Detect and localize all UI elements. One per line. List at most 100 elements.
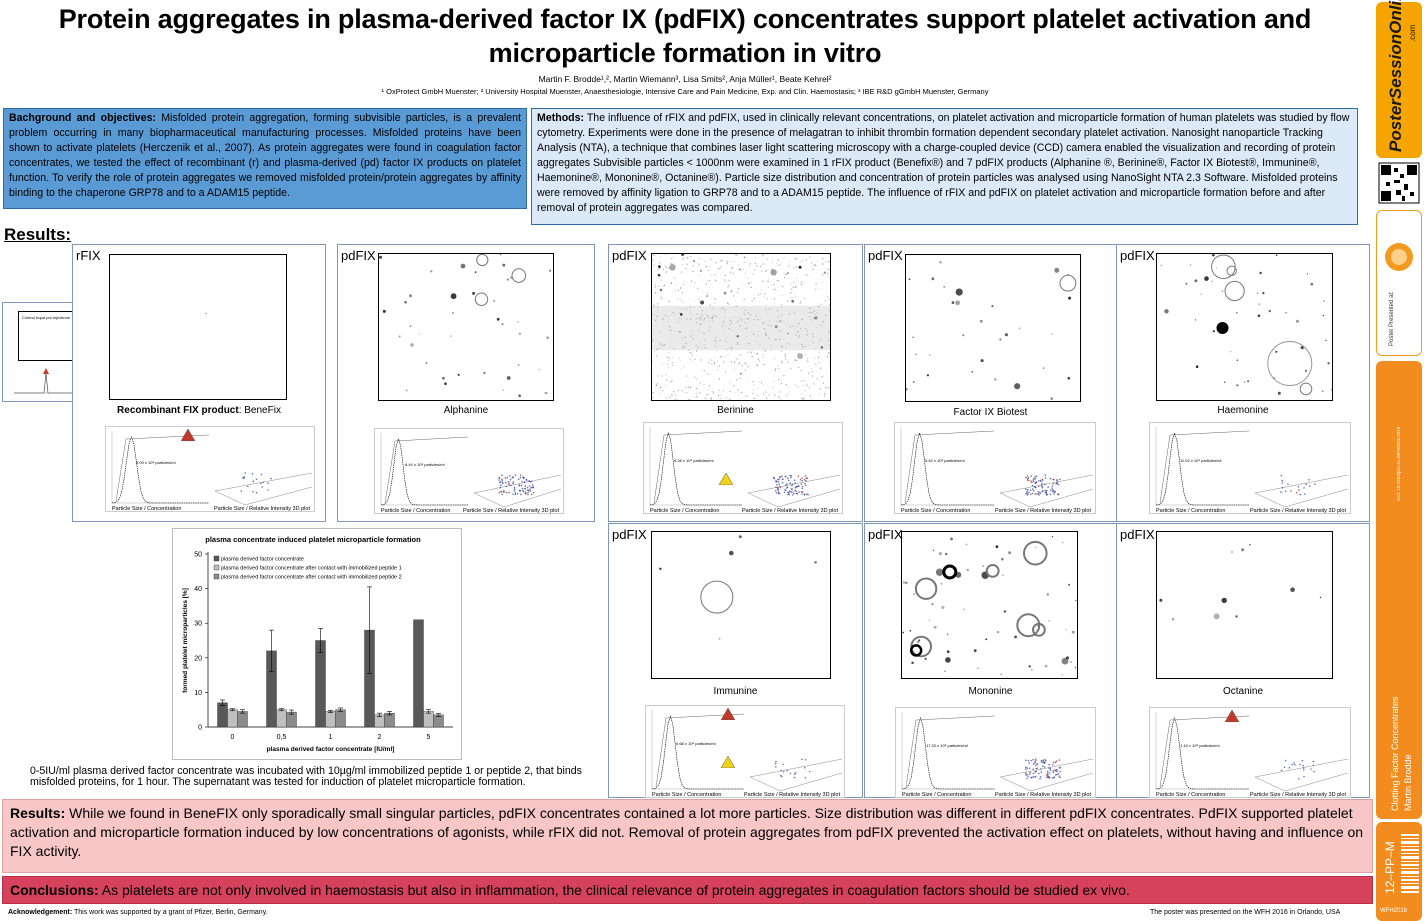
logo-suffix: .com bbox=[1408, 24, 1417, 42]
conclusions-section: Conclusions: As platelets are not only i… bbox=[2, 876, 1373, 904]
bar bbox=[335, 709, 346, 728]
chart-svg: plasma concentrate induced platelet micr… bbox=[182, 535, 453, 753]
panel-product-name-text: Mononine bbox=[968, 686, 1013, 697]
nta-caption-size-concentration: Particle Size / Concentration bbox=[901, 508, 971, 514]
legend-swatch bbox=[213, 564, 220, 571]
panel-product-name: Mononine bbox=[865, 686, 1116, 697]
panel-product-name-bold: Recombinant FIX product bbox=[117, 405, 239, 416]
panel-product-name-text: Alphanine bbox=[443, 405, 489, 416]
panel-product-name-text: Berinine bbox=[717, 405, 754, 416]
nta-analysis-plot: 0.68 x 10⁸ particles/ml Particle Size / C… bbox=[645, 705, 845, 798]
nta-caption-3d-plot: Particle Size / Relative Intensity 3D pl… bbox=[463, 508, 559, 514]
poster-info-block: DOI: 10.3252/pso.eu.WFH2016.2016 Clottin… bbox=[1376, 361, 1422, 819]
nta-analysis-plot: 17.32 x 10⁸ particles/ml Particle Size / … bbox=[895, 707, 1096, 798]
nta-caption-3d-plot: Particle Size / Relative Intensity 3D pl… bbox=[995, 792, 1091, 798]
control-label: Control Aqua pro injectione bbox=[22, 315, 71, 320]
result-panel: pdFIX Berinine 9.28 x 10⁸ particles/ml Part… bbox=[608, 244, 863, 522]
y-tick-label: 10 bbox=[194, 690, 202, 697]
nta-analysis-plot: 11.02 x 10⁸ particles/ml Particle Size / … bbox=[1149, 422, 1351, 514]
nta-particle-image bbox=[1156, 253, 1333, 401]
affiliations: ¹ OxProtect GmbH Muenster; ² University … bbox=[381, 87, 989, 96]
particle-concentration: 17.32 x 10⁸ particles/ml bbox=[926, 743, 968, 748]
nta-particle-image bbox=[651, 531, 831, 679]
bar bbox=[227, 709, 238, 728]
warning-icon bbox=[181, 429, 195, 441]
panel-product-type: pdFIX bbox=[868, 527, 903, 542]
legend-swatch bbox=[213, 555, 220, 562]
nta-particle-image bbox=[109, 254, 287, 400]
conclusions-heading: Conclusions: bbox=[10, 882, 99, 898]
y-tick-label: 30 bbox=[194, 621, 202, 628]
author-text: Martin Brodde bbox=[1403, 754, 1413, 811]
panel-product-name-text: Immunine bbox=[713, 686, 758, 697]
panel-product-name: Octanine bbox=[1117, 686, 1369, 697]
particle-concentration: 5.42 x 10⁸ particles/ml bbox=[925, 458, 965, 463]
poster-code: 12–PP–M bbox=[1383, 841, 1397, 894]
nta-analysis-plot: 1.15 x 10⁸ particles/ml Particle Size / C… bbox=[1149, 707, 1351, 798]
results-text: While we found in BeneFIX only sporadica… bbox=[10, 805, 1364, 859]
logo-text: PosterSessionOnline bbox=[1386, 0, 1405, 152]
nta-particle-image bbox=[1156, 531, 1333, 679]
postersession-logo[interactable]: PosterSessionOnline .com bbox=[1376, 0, 1422, 158]
x-tick-label: 5 bbox=[427, 734, 431, 741]
result-panel: pdFIX Factor IX Biotest 5.42 x 10⁸ particl… bbox=[864, 244, 1117, 522]
particle-concentration: 1.15 x 10⁸ particles/ml bbox=[1180, 743, 1220, 748]
year-text: WFH2016 bbox=[1380, 908, 1408, 914]
result-panel: pdFIX Octanine 1.15 x 10⁸ particles/ml Part… bbox=[1116, 523, 1370, 798]
bar bbox=[276, 709, 287, 728]
particle-concentration: 9.28 x 10⁸ particles/ml bbox=[674, 458, 714, 463]
y-tick-label: 0 bbox=[198, 725, 202, 732]
y-tick-label: 40 bbox=[194, 586, 202, 593]
background-text: Misfolded protein aggregation, forming s… bbox=[9, 112, 521, 199]
methods-heading: Methods: bbox=[537, 112, 585, 124]
nta-particle-image bbox=[905, 254, 1081, 402]
panel-product-name-text: Octanine bbox=[1222, 686, 1264, 697]
bar bbox=[325, 711, 336, 728]
bar bbox=[315, 640, 326, 728]
panel-product-name: Recombinant FIX product: BeneFix bbox=[73, 405, 325, 416]
nta-analysis-plot: 0.09 x 10⁸ particles/ml Particle Size / C… bbox=[105, 426, 315, 512]
topic-text: Clotting Factor Concentrates bbox=[1390, 696, 1400, 811]
nta-particle-image bbox=[378, 253, 554, 401]
nta-caption-3d-plot: Particle Size / Relative Intensity 3D pl… bbox=[1250, 792, 1346, 798]
bar bbox=[423, 711, 434, 728]
nta-caption-size-concentration: Particle Size / Concentration bbox=[112, 506, 182, 512]
panel-product-name: Factor IX Biotest bbox=[865, 407, 1116, 418]
chart-note: 0-5IU/ml plasma derived factor concentra… bbox=[30, 765, 582, 788]
panel-product-type: pdFIX bbox=[612, 248, 647, 263]
bar bbox=[433, 714, 444, 728]
barcode-icon bbox=[1401, 834, 1419, 893]
bar bbox=[237, 711, 248, 728]
nta-analysis-plot: 5.42 x 10⁸ particles/ml Particle Size / C… bbox=[894, 422, 1096, 514]
nta-caption-3d-plot: Particle Size / Relative Intensity 3D pl… bbox=[744, 792, 840, 798]
nta-caption-size-concentration: Particle Size / Concentration bbox=[381, 508, 451, 514]
panel-product-type: pdFIX bbox=[612, 527, 647, 542]
result-panel: pdFIX Haemonine 11.02 x 10⁸ particles/ml Pa… bbox=[1116, 244, 1370, 522]
presented-note: The poster was presented on the WFH 2016… bbox=[1150, 909, 1341, 916]
qr-code-icon bbox=[1378, 162, 1420, 204]
result-panel: pdFIX Mononine 17.32 x 10⁸ particles/ml Par… bbox=[864, 523, 1117, 798]
panel-product-type: rFIX bbox=[76, 248, 101, 263]
warning-icon bbox=[1225, 710, 1239, 722]
panel-product-name-text: Haemonine bbox=[1217, 405, 1269, 416]
background-heading: Bachground and objectives: bbox=[9, 112, 157, 124]
particle-concentration: 0.09 x 10⁸ particles/ml bbox=[136, 460, 176, 465]
methods-section: Methods: The influence of rFIX and pdFIX… bbox=[531, 108, 1358, 225]
panel-product-type: pdFIX bbox=[868, 248, 903, 263]
doi-text: DOI: 10.3252/pso.eu.WFH2016.2016 bbox=[1396, 426, 1401, 501]
x-axis-label: plasma derived factor concentrate [IU/ml… bbox=[267, 746, 395, 753]
warning-icon bbox=[719, 473, 733, 485]
y-tick-label: 50 bbox=[194, 552, 202, 559]
panel-product-type: pdFIX bbox=[341, 248, 376, 263]
nta-caption-size-concentration: Particle Size / Concentration bbox=[650, 508, 720, 514]
panel-product-name: Berinine bbox=[609, 405, 862, 416]
panel-product-name: Haemonine bbox=[1117, 405, 1369, 416]
nta-particle-image bbox=[901, 531, 1078, 679]
congress-logo-icon bbox=[1385, 243, 1413, 271]
y-axis-label: formed platelet microparticles [%] bbox=[182, 588, 189, 693]
x-tick-label: 0 bbox=[231, 734, 235, 741]
chart-title: plasma concentrate induced platelet micr… bbox=[205, 535, 421, 544]
legend-label: plasma derived factor concentrate bbox=[221, 557, 304, 563]
qr-code[interactable] bbox=[1376, 160, 1422, 206]
nta-analysis-plot: 9.28 x 10⁸ particles/ml Particle Size / C… bbox=[643, 422, 843, 514]
